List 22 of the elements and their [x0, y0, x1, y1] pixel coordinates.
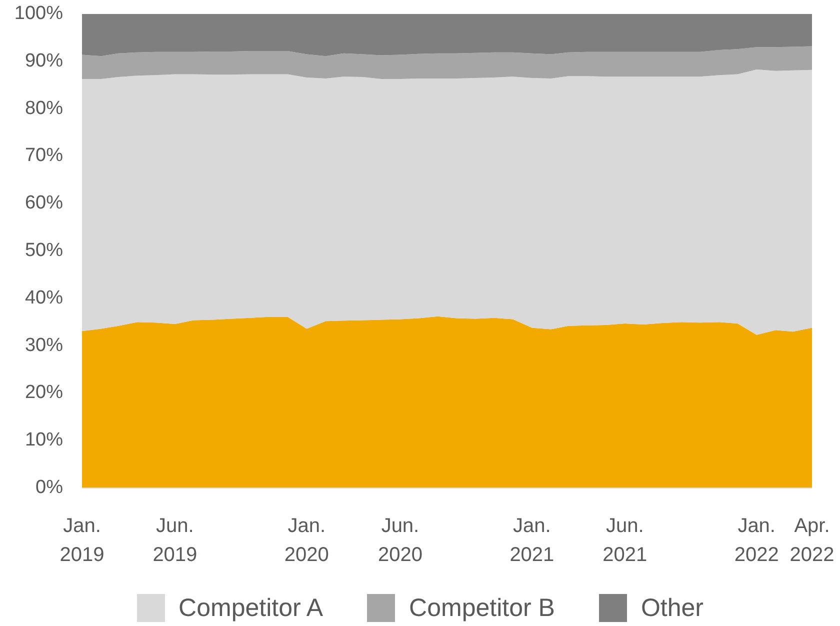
x-tick-label: Apr. 2022: [790, 515, 834, 566]
x-tick-label: Jun. 2019: [152, 515, 198, 566]
x-tick-label: Jan. 2019: [60, 515, 104, 566]
x-tick-label: Jun. 2021: [602, 515, 648, 566]
y-tick-label: 50%: [24, 240, 64, 262]
x-tick-label: Jan. 2021: [510, 515, 554, 566]
y-tick-label: 90%: [24, 50, 64, 72]
legend-label: Competitor B: [409, 594, 555, 622]
y-tick-label: 10%: [24, 430, 64, 451]
y-tick-label: 20%: [24, 382, 64, 404]
x-tick-label: Jan. 2022: [734, 515, 779, 566]
y-tick-label: 30%: [24, 334, 64, 356]
x-tick-label: Jun. 2020: [378, 515, 422, 566]
y-tick-label: 40%: [24, 287, 64, 308]
y-tick-label: 80%: [24, 98, 64, 119]
legend-label: Other: [640, 594, 704, 622]
y-tick-label: 100%: [14, 3, 64, 24]
y-tick-label: 70%: [24, 145, 64, 166]
y-tick-label: 0%: [36, 477, 64, 498]
y-tick-label: 60%: [24, 192, 64, 214]
legend-label: Competitor A: [178, 594, 324, 622]
x-tick-label: Jan. 2020: [284, 515, 329, 566]
